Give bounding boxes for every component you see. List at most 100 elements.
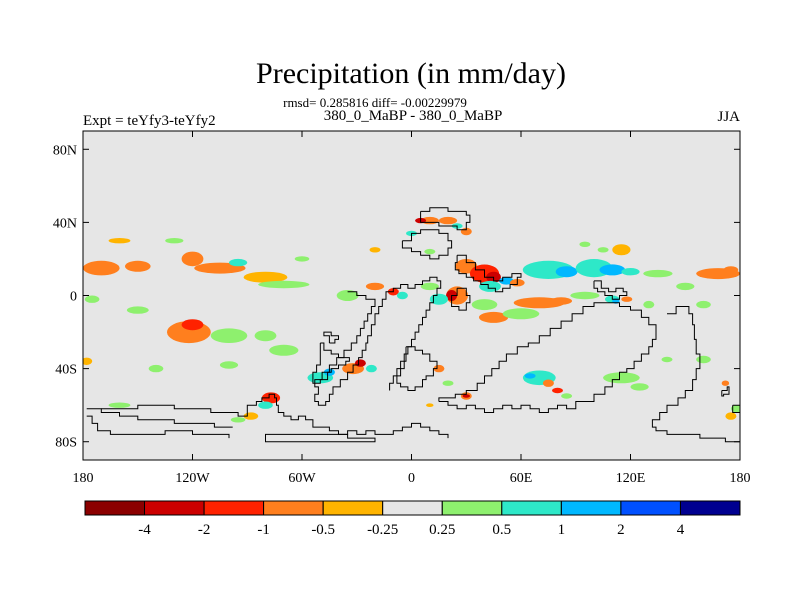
anomaly-patch-65 bbox=[676, 282, 695, 291]
colorbar-label-6: 0.5 bbox=[492, 522, 511, 538]
anomaly-patch-17 bbox=[219, 361, 239, 369]
anomaly-patch-82 bbox=[542, 379, 554, 387]
coastline-0 bbox=[101, 393, 449, 439]
coastline-7 bbox=[438, 302, 657, 413]
coastline-16 bbox=[732, 401, 740, 413]
anomaly-patch-10 bbox=[84, 295, 100, 303]
anomaly-patch-60 bbox=[612, 244, 631, 256]
x-tick-label-6: 180 bbox=[730, 471, 751, 486]
y-tick-label-2: 0 bbox=[70, 290, 77, 305]
anomaly-patch-7 bbox=[336, 290, 359, 301]
colorbar-box-9 bbox=[620, 500, 681, 516]
colorbar-box-8 bbox=[560, 500, 622, 516]
anomaly-patch-35 bbox=[438, 216, 458, 225]
coastline-6 bbox=[396, 346, 438, 391]
anomaly-patch-15 bbox=[254, 330, 277, 342]
anomaly-patch-18 bbox=[83, 357, 93, 365]
anomaly-patch-92 bbox=[369, 247, 381, 253]
colorbar-label-8: 2 bbox=[617, 522, 625, 538]
anomaly-patch-78 bbox=[725, 412, 737, 420]
anomaly-patch-69 bbox=[570, 291, 600, 300]
anomaly-patch-30 bbox=[365, 282, 385, 291]
chart-title: Precipitation (in mm/day) bbox=[256, 57, 566, 90]
anomaly-patch-50 bbox=[471, 299, 498, 311]
anomaly-patch-6 bbox=[258, 280, 310, 289]
colorbar-box-2 bbox=[203, 500, 265, 516]
anomaly-patch-9 bbox=[165, 238, 184, 244]
map-background bbox=[83, 131, 740, 460]
anomaly-patch-39 bbox=[424, 248, 436, 255]
anomaly-patch-66 bbox=[696, 300, 711, 309]
anomaly-patch-4 bbox=[243, 271, 288, 283]
anomaly-patch-79 bbox=[661, 356, 673, 363]
colorbar-label-5: 0.25 bbox=[429, 522, 455, 538]
anomaly-layer bbox=[83, 216, 740, 423]
anomaly-patch-85 bbox=[561, 393, 573, 399]
coastline-3 bbox=[265, 433, 376, 443]
colorbar-box-7 bbox=[501, 500, 562, 516]
x-tick-label-0: 180 bbox=[73, 471, 94, 486]
colorbar-box-6 bbox=[441, 500, 503, 516]
colorbar-box-1 bbox=[144, 500, 205, 516]
anomaly-patch-83 bbox=[524, 373, 536, 379]
left-label: Expt = teYfy3-teYfy2 bbox=[83, 113, 216, 129]
anomaly-patch-89 bbox=[426, 403, 434, 408]
colorbar-label-4: -0.25 bbox=[367, 522, 398, 538]
anomaly-patch-48 bbox=[429, 293, 448, 305]
anomaly-patch-32 bbox=[396, 291, 408, 300]
anomaly-patch-53 bbox=[502, 308, 540, 320]
anomaly-patch-58 bbox=[621, 268, 640, 276]
right-label: JJA bbox=[717, 109, 740, 125]
anomaly-patch-62 bbox=[579, 241, 591, 247]
anomaly-patch-14 bbox=[210, 328, 248, 344]
y-tick-label-4: 80S bbox=[55, 436, 77, 451]
x-tick-label-5: 120E bbox=[616, 471, 646, 486]
colorbar-label-2: -1 bbox=[257, 522, 270, 538]
anomaly-patch-74 bbox=[603, 372, 640, 384]
anomaly-patch-72 bbox=[621, 296, 633, 302]
anomaly-patch-91 bbox=[294, 256, 310, 262]
anomaly-patch-8 bbox=[108, 238, 131, 244]
anomaly-patch-28 bbox=[354, 359, 366, 367]
colorbar-label-1: -2 bbox=[198, 522, 211, 538]
colorbar-box-3 bbox=[263, 500, 324, 516]
anomaly-patch-43 bbox=[479, 280, 501, 292]
anomaly-patch-57 bbox=[599, 264, 626, 276]
coastline-12 bbox=[454, 254, 522, 293]
y-tick-label-3: 40S bbox=[55, 363, 77, 378]
colorbar: -4 -2 -1 -0.5 -0.25 0.25 0.5 1 2 4 bbox=[84, 500, 741, 538]
coastline-4 bbox=[314, 276, 442, 406]
coastline-8 bbox=[651, 306, 740, 443]
anomaly-patch-20 bbox=[261, 392, 281, 404]
x-tick-label-1: 120W bbox=[175, 471, 210, 486]
anomaly-patch-90 bbox=[442, 380, 454, 386]
anomaly-patch-0 bbox=[83, 260, 120, 276]
chart-stats: rmsd= 0.285816 diff= -0.00229979 bbox=[283, 95, 467, 110]
coastline-15 bbox=[721, 386, 730, 397]
anomaly-patch-23 bbox=[230, 417, 246, 423]
anomaly-patch-88 bbox=[462, 394, 470, 398]
coastline-2 bbox=[86, 415, 230, 439]
anomaly-patch-21 bbox=[258, 401, 273, 409]
anomaly-patch-52 bbox=[488, 314, 500, 321]
coastline-14 bbox=[323, 331, 339, 344]
colorbar-box-4 bbox=[322, 500, 384, 516]
anomaly-patch-2 bbox=[181, 251, 204, 267]
x-tick-label-3: 0 bbox=[408, 471, 415, 486]
colorbar-label-0: -4 bbox=[138, 522, 151, 538]
colorbar-label-3: -0.5 bbox=[311, 522, 335, 538]
colorbar-box-0 bbox=[84, 500, 145, 516]
coastline-5 bbox=[312, 342, 350, 384]
y-tick-label-0: 80N bbox=[53, 143, 77, 158]
anomaly-patch-13 bbox=[181, 319, 204, 331]
anomaly-patch-1 bbox=[125, 260, 151, 272]
coastline-11 bbox=[401, 229, 453, 260]
anomaly-patch-55 bbox=[555, 266, 578, 278]
anomaly-patch-16 bbox=[269, 344, 299, 356]
anomaly-patch-73 bbox=[643, 300, 655, 309]
colorbar-label-7: 1 bbox=[558, 522, 566, 538]
anomaly-patch-61 bbox=[597, 247, 609, 253]
anomaly-patch-11 bbox=[126, 306, 149, 314]
x-tick-label-4: 60E bbox=[510, 471, 533, 486]
